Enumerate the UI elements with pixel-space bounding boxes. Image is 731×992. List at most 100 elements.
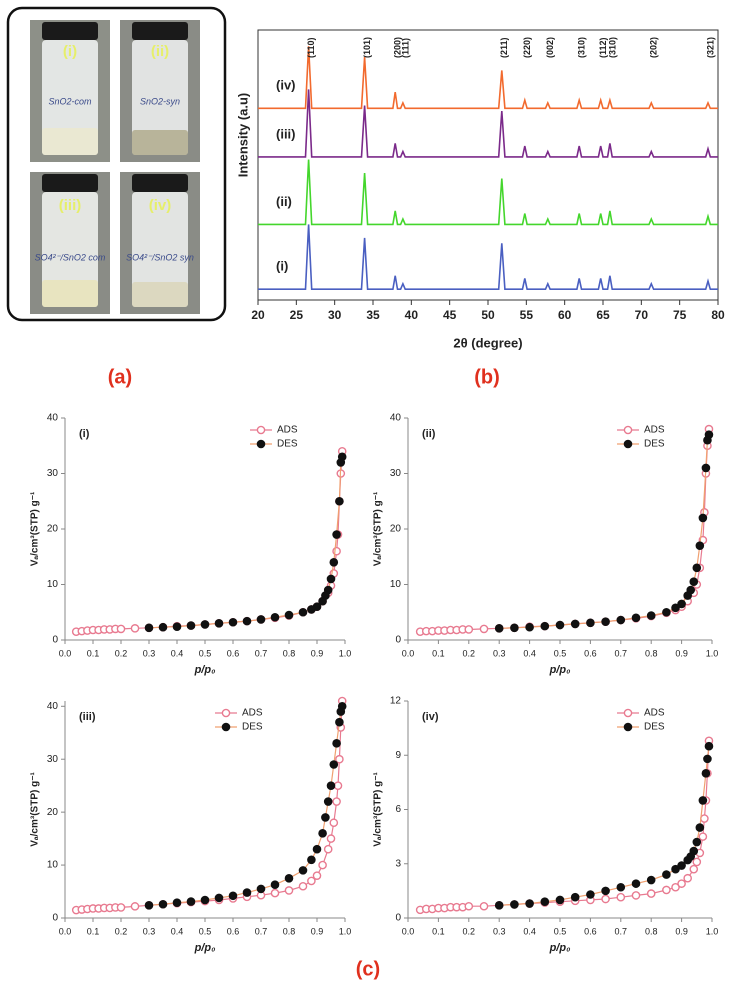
x-tick-label: 0.6 — [227, 648, 240, 658]
point — [318, 829, 327, 838]
xrd-trace — [258, 159, 718, 226]
point — [335, 496, 344, 506]
y-tick-label: 20 — [47, 524, 59, 535]
vial: (iii) SO4²⁻/SnO2 com — [30, 172, 110, 314]
y-tick-label: 10 — [47, 579, 59, 590]
y-tick-label: 30 — [390, 468, 402, 479]
x-tick-label: 0.4 — [523, 648, 536, 658]
point — [256, 884, 266, 894]
x-tick-label: 0.4 — [171, 648, 184, 658]
peak-label: (310) — [577, 37, 587, 58]
x-tick-label: 0.4 — [523, 926, 536, 936]
x-tick-label: 50 — [481, 308, 495, 322]
point — [689, 577, 699, 587]
point — [494, 624, 504, 633]
point — [704, 741, 714, 751]
x-tick-label: 0.5 — [199, 648, 212, 658]
vial-note: SnO2-com — [48, 96, 92, 106]
y-tick-label: 40 — [47, 413, 59, 424]
x-tick-label: 75 — [673, 308, 687, 322]
point — [332, 739, 341, 748]
point — [510, 900, 519, 909]
x-tick-label: 0.5 — [199, 926, 212, 936]
x-tick-label: 1.0 — [706, 648, 719, 658]
x-tick-label: 0.9 — [311, 648, 324, 658]
point — [116, 903, 126, 912]
point — [616, 615, 626, 625]
legend-marker — [221, 708, 231, 718]
point — [130, 902, 140, 911]
series-label: (ii) — [276, 194, 292, 209]
point — [242, 888, 252, 897]
point — [158, 899, 168, 909]
point — [323, 844, 333, 854]
point — [298, 607, 308, 617]
x-axis-label: p/p₀ — [549, 664, 571, 676]
point — [698, 513, 708, 523]
point — [284, 874, 294, 883]
point — [540, 621, 550, 631]
point — [228, 891, 238, 901]
x-tick-label: 0.9 — [675, 648, 688, 658]
point — [326, 781, 336, 790]
vial-note: SnO2-syn — [140, 96, 180, 106]
vial-note: SO4²⁻/SnO2 com — [35, 252, 106, 262]
x-tick-label: 0.0 — [59, 648, 72, 658]
x-tick-label: 0.0 — [59, 926, 72, 936]
point — [186, 897, 196, 906]
point — [464, 625, 474, 634]
x-axis-label: p/p₀ — [549, 942, 571, 954]
point — [479, 624, 489, 634]
peak-label: (202) — [649, 37, 659, 58]
vial-glass — [132, 40, 188, 155]
point — [332, 797, 341, 806]
peak-label: (101) — [362, 37, 372, 58]
x-tick-label: 45 — [443, 308, 457, 322]
y-tick-label: 0 — [395, 635, 401, 646]
series-label: (iv) — [276, 78, 296, 93]
y-tick-label: 3 — [395, 858, 401, 869]
point — [186, 621, 196, 630]
peak-label: (321) — [705, 37, 715, 58]
x-tick-label: 0.8 — [283, 926, 296, 936]
point — [270, 880, 280, 889]
point — [329, 760, 339, 769]
x-tick-label: 0.8 — [283, 648, 296, 658]
point — [307, 876, 316, 886]
point — [158, 622, 168, 632]
point — [333, 781, 343, 790]
vial: (iv) SO4²⁻/SnO2 syn — [120, 172, 200, 314]
point — [555, 620, 565, 630]
legend-marker — [256, 439, 266, 449]
isotherm-line — [420, 740, 710, 911]
point — [692, 857, 702, 867]
series-label: (i) — [276, 259, 288, 274]
peak-label: (220) — [522, 37, 532, 58]
x-tick-label: 80 — [711, 308, 725, 322]
point — [172, 622, 182, 631]
isotherm-line — [499, 746, 710, 906]
vial-glass — [42, 40, 98, 155]
x-tick-label: 0.2 — [463, 648, 476, 658]
x-tick-label: 1.0 — [339, 926, 352, 936]
isotherm-line — [148, 456, 343, 629]
x-tick-label: 70 — [635, 308, 649, 322]
point — [214, 893, 224, 903]
panel-caption: (b) — [474, 366, 500, 388]
x-tick-label: 0.7 — [615, 926, 628, 936]
point — [703, 435, 712, 445]
x-tick-label: 0.5 — [554, 648, 567, 658]
point — [336, 707, 346, 716]
x-tick-label: 35 — [366, 308, 380, 322]
x-tick-label: 0.2 — [115, 926, 128, 936]
vial-cap — [42, 174, 98, 192]
vial-note: SO4²⁻/SnO2 syn — [126, 252, 194, 262]
x-tick-label: 0.7 — [255, 648, 268, 658]
y-tick-label: 10 — [390, 579, 402, 590]
point — [601, 894, 610, 904]
peak-label: (002) — [545, 37, 555, 58]
point — [601, 886, 610, 896]
point — [312, 844, 322, 854]
legend-marker — [221, 722, 231, 732]
x-tick-label: 1.0 — [706, 926, 719, 936]
